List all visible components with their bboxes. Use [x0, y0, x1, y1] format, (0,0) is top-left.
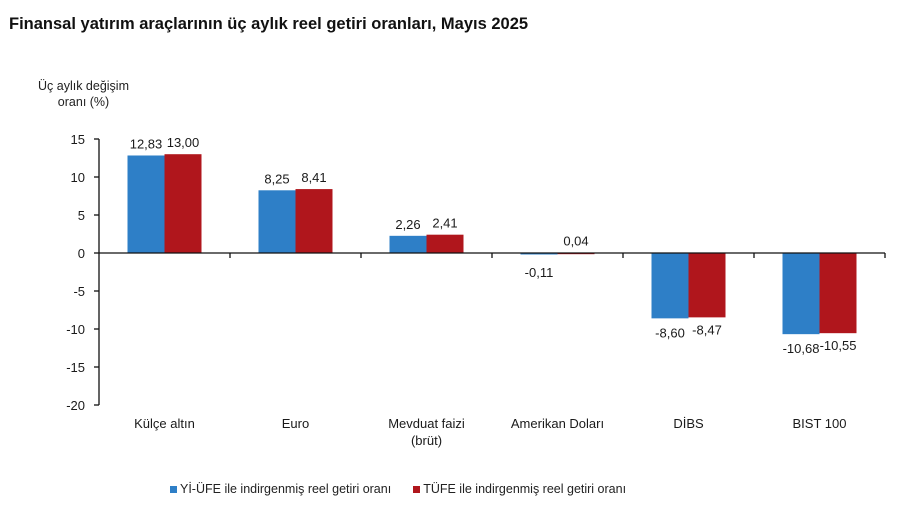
bar: [295, 189, 333, 253]
y-tick-label: 10: [71, 170, 85, 185]
x-category-label: Euro: [282, 416, 309, 431]
legend-item-tufe: TÜFE ile indirgenmiş reel getiri oranı: [413, 482, 626, 496]
data-label: -8,60: [655, 325, 685, 340]
legend-label: TÜFE ile indirgenmiş reel getiri oranı: [423, 482, 627, 496]
bar: [651, 253, 689, 319]
legend-label: Yİ-ÜFE ile indirgenmiş reel getiri oranı: [180, 482, 392, 496]
data-label: -0,11: [525, 265, 554, 280]
chart-title: Finansal yatırım araçlarının üç aylık re…: [9, 15, 529, 33]
data-label: 2,41: [432, 216, 457, 231]
legend-item-yi-ufe: Yİ-ÜFE ile indirgenmiş reel getiri oranı: [170, 482, 391, 496]
y-tick-label: -10: [66, 322, 85, 337]
bar: [426, 234, 464, 253]
data-label: -10,55: [820, 338, 857, 353]
bar: [127, 155, 165, 253]
y-tick-label: -5: [73, 284, 85, 299]
data-label: 8,25: [264, 171, 289, 186]
data-label: 12,83: [130, 136, 163, 151]
x-category-label: Amerikan Doları: [511, 416, 604, 431]
bar: [520, 253, 558, 255]
x-category-label: BIST 100: [793, 416, 847, 431]
y-tick-label: 0: [78, 246, 85, 261]
bar: [782, 253, 820, 335]
bar: [258, 190, 296, 253]
y-axis-label: Üç aylık değişim oranı (%): [38, 78, 129, 110]
y-tick-label: 15: [71, 132, 85, 147]
x-category-label: Mevduat faizi: [388, 416, 465, 431]
legend-swatch-blue: [170, 485, 177, 493]
bar: [164, 154, 202, 253]
data-label: 2,26: [395, 217, 420, 232]
x-category-label: (brüt): [411, 433, 442, 448]
legend: Yİ-ÜFE ile indirgenmiş reel getiri oranı…: [170, 482, 626, 496]
data-label: 13,00: [167, 135, 200, 150]
y-tick-label: 5: [78, 208, 85, 223]
legend-swatch-red: [413, 485, 421, 493]
y-tick-label: -20: [66, 398, 85, 413]
bar: [688, 253, 726, 318]
y-axis-label-line: oranı (%): [57, 95, 110, 109]
data-label: 0,04: [563, 234, 588, 249]
y-tick-label: -15: [66, 360, 85, 375]
bar: [819, 253, 857, 334]
x-category-label: Külçe altın: [134, 416, 195, 431]
y-axis-label-line: Üç aylık değişim: [38, 79, 129, 93]
x-category-label: DİBS: [673, 416, 704, 431]
data-label: 8,41: [301, 170, 326, 185]
data-label: -8,47: [692, 322, 722, 337]
data-label: -10,68: [783, 341, 820, 356]
bar: [389, 235, 427, 253]
